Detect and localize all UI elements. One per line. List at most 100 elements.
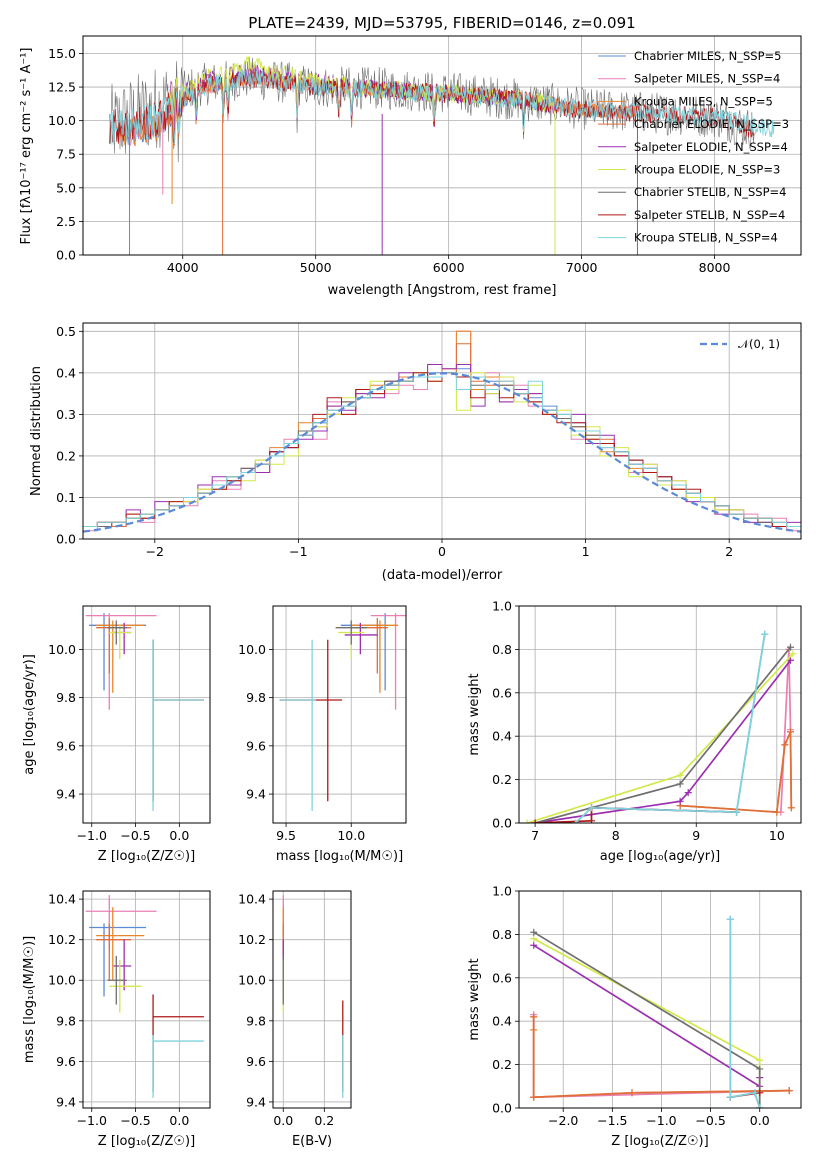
weight-marker (787, 656, 795, 664)
weight-series (574, 634, 766, 823)
x-tick-label: 0.0 (169, 1113, 189, 1128)
y-tick-label: 9.8 (246, 690, 266, 705)
data-point (96, 923, 132, 981)
y-tick-label: 0.2 (492, 772, 512, 787)
y-tick-label: 0.4 (492, 1014, 512, 1029)
x-tick-label: 1 (582, 544, 590, 559)
weight-marker (751, 1089, 759, 1097)
weight-marker (787, 643, 795, 651)
y-tick-label: 9.8 (56, 1013, 76, 1028)
legend-entry: Kroupa ELODIE, N_SSP=3 (634, 163, 780, 177)
x-tick-label: −1.5 (597, 1113, 627, 1128)
weight-lines (530, 915, 793, 1108)
legend-entry: Salpeter STELIB, N_SSP=4 (634, 208, 785, 222)
y-tick-label: 12.5 (48, 80, 76, 95)
y-tick-label: 10.0 (48, 973, 76, 988)
mass-vs-z-panel: −1.0 −0.5 0.0 9.4 9.6 9.8 10.0 10.2 10.4 Z [log₁₀… (22, 890, 211, 1149)
x-tick-label: 0.0 (169, 828, 189, 843)
weight-series (574, 634, 766, 823)
spectrum-panel: 4000 5000 6000 7000 8000 0.0 2.5 5.0 7.5 10.0 12.5… (19, 14, 802, 298)
data-point (152, 994, 204, 1092)
legend-entry: Chabrier STELIB, N_SSP=4 (634, 185, 786, 199)
y-tick-label: 0.5 (56, 324, 76, 339)
normal-curve (83, 372, 801, 533)
legend-entry: Chabrier MILES, N_SSP=5 (634, 49, 781, 63)
y-tick-label: 0.6 (492, 970, 512, 985)
data-point (96, 618, 132, 674)
x-tick-label: −0.5 (120, 828, 150, 843)
y-tick-label: 10.4 (48, 892, 76, 907)
weight-series (680, 731, 793, 814)
y-axis-label: mass weight (467, 673, 482, 755)
x-axis-label: Z [log₁₀(Z/Z☉)] (611, 1134, 708, 1149)
y-tick-label: 9.4 (56, 787, 76, 802)
y-tick-label: 10.0 (238, 973, 266, 988)
weight-series (532, 1016, 790, 1099)
weight-marker (676, 771, 684, 779)
weight-marker (787, 804, 795, 812)
weight-marker (571, 819, 579, 823)
axes-frame (518, 890, 802, 1109)
weight-marker (756, 1056, 764, 1064)
weight-lines (523, 630, 797, 823)
x-tick-label: 0.0 (273, 1113, 293, 1128)
y-tick-label: 9.8 (56, 690, 76, 705)
histogram-panel: −2 −1 0 1 2 0.0 0.1 0.2 0.3 0.4 0.5 𝒩(0, 1) (data-mo… (29, 322, 802, 583)
data-point (96, 907, 145, 981)
y-tick-label: 0.0 (492, 816, 512, 831)
x-tick-label: 7000 (566, 260, 598, 275)
data-point (351, 620, 399, 693)
age-vs-z-panel: −1.0 −0.5 0.0 9.4 9.6 9.8 10.0 Z [log₁₀(Z/Z☉)] a… (22, 605, 211, 864)
x-axis-label: age [log₁₀(age/yr)] (600, 849, 721, 864)
weight-marker (684, 789, 692, 797)
x-tick-label: −0.5 (120, 1113, 150, 1128)
legend: Chabrier MILES, N_SSP=5 Salpeter MILES, N… (598, 49, 789, 245)
y-tick-label: 10.0 (238, 642, 266, 657)
y-tick-label: 10.2 (238, 932, 266, 947)
weight-series (680, 731, 793, 814)
legend-entry: Kroupa STELIB, N_SSP=4 (634, 231, 778, 245)
weight-marker (726, 915, 734, 923)
weight-marker (676, 797, 684, 805)
weight-marker (530, 935, 538, 943)
x-tick-label: −2 (146, 544, 164, 559)
y-tick-label: 9.4 (246, 787, 266, 802)
axes-frame (518, 605, 802, 824)
x-tick-label: 5000 (300, 260, 332, 275)
weight-marker (530, 928, 538, 936)
y-tick-label: 0.0 (492, 1101, 512, 1116)
y-tick-label: 9.6 (246, 1054, 266, 1069)
y-tick-label: 10.2 (48, 932, 76, 947)
weight-marker (733, 808, 741, 816)
data-point (152, 1034, 204, 1098)
data-point (335, 620, 367, 645)
y-axis-label: age [log₁₀(age/yr)] (22, 654, 37, 775)
weight-marker (785, 1087, 793, 1095)
age-vs-mass-panel: 9.5 10.0 9.4 9.6 9.8 10.0 mass [log₁₀(M/M☉)] (238, 605, 407, 864)
weight-marker (588, 804, 596, 812)
y-tick-label: 9.4 (56, 1094, 76, 1109)
axes-frame (82, 35, 802, 256)
legend-entry: Kroupa MILES, N_SSP=5 (634, 94, 773, 108)
legend-entry: 𝒩(0, 1) (738, 337, 780, 351)
data-point (152, 639, 204, 802)
y-tick-label: 2.5 (56, 214, 76, 229)
y-tick-label: 0.0 (56, 248, 76, 263)
chart-title: PLATE=2439, MJD=53795, FIBERID=0146, z=0… (248, 14, 635, 32)
data-point (107, 955, 127, 1005)
weight-series (533, 931, 761, 1108)
weight-marker (781, 741, 789, 749)
weight-marker (787, 728, 795, 736)
x-axis-label: Z [log₁₀(Z/Z☉)] (98, 1134, 195, 1149)
x-tick-label: 0.2 (314, 1113, 334, 1128)
y-axis-label: Normed distribution (29, 366, 44, 496)
x-axis-label: Z [log₁₀(Z/Z☉)] (98, 849, 195, 864)
x-tick-label: 4000 (167, 260, 199, 275)
x-axis-label: (data-model)/error (382, 568, 503, 583)
mass-vs-ebv-panel: 0.0 0.2 9.4 9.6 9.8 10.0 10.2 10.4 E(B-V) (238, 890, 352, 1149)
y-tick-label: 1.0 (492, 599, 512, 614)
errorbars (279, 613, 406, 811)
weight-marker (756, 1065, 764, 1073)
y-axis-label: mass weight (467, 958, 482, 1040)
